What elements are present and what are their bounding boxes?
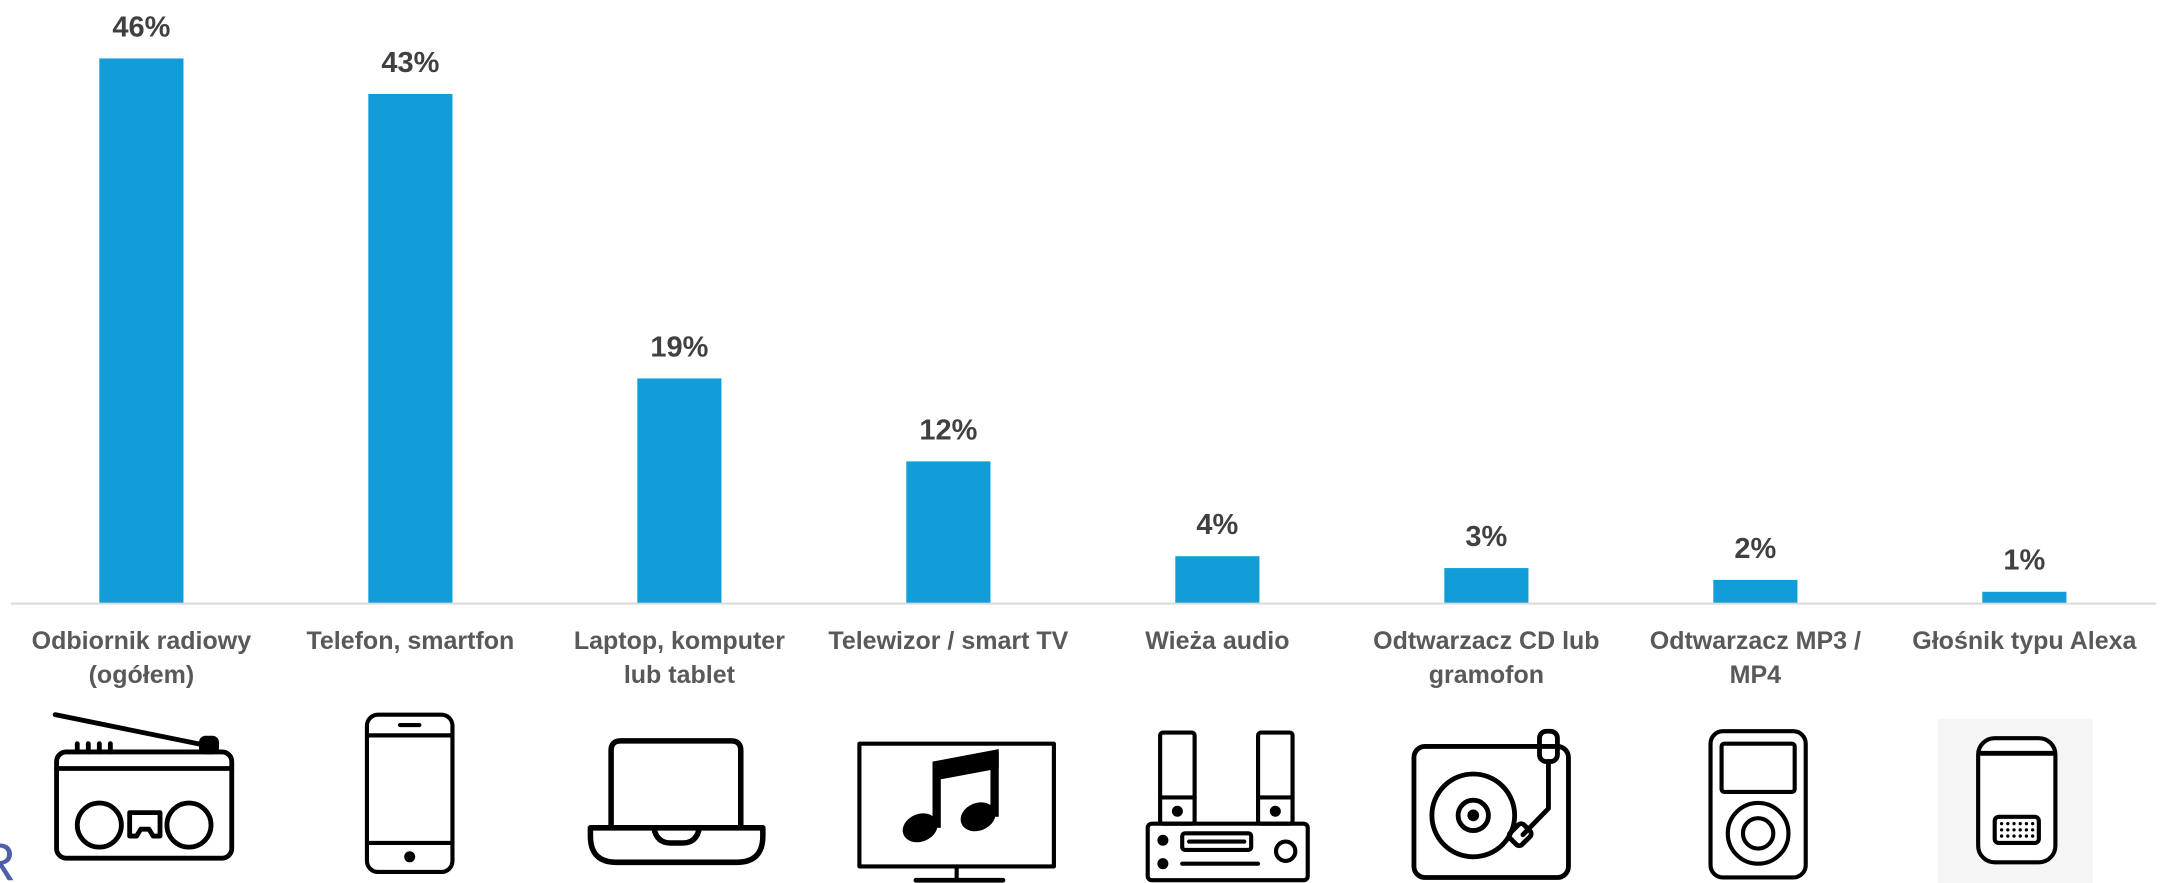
category-icons [52, 712, 2093, 883]
logo-fragment: R [0, 834, 16, 883]
bar [99, 58, 184, 604]
bar [1982, 591, 2067, 604]
value-label: 19% [650, 331, 708, 363]
value-label: 12% [919, 414, 977, 446]
value-label: 3% [1465, 521, 1507, 553]
bar [1444, 568, 1529, 604]
bar [906, 461, 991, 604]
value-label: 1% [2003, 545, 2045, 577]
category-label: Laptop, komputer lub tablet [573, 627, 785, 689]
value-label: 4% [1196, 509, 1238, 541]
bar [1175, 556, 1260, 604]
mp3-player-icon [1708, 729, 1808, 880]
category-label: Odtwarzacz CD lub gramofon [1373, 627, 1600, 689]
value-label: 43% [381, 47, 439, 79]
category-label: Telewizor / smart TV [828, 627, 1069, 655]
bar [637, 378, 722, 604]
category-label: Odtwarzacz MP3 / MP4 [1649, 627, 1861, 689]
bar [1713, 579, 1798, 604]
laptop-icon [587, 738, 766, 866]
stereo-icon [1145, 730, 1310, 883]
smart-speaker-icon [1976, 736, 2058, 865]
turntable-icon [1411, 728, 1571, 880]
tv-music-icon [857, 741, 1056, 883]
smartphone-icon [364, 712, 455, 875]
category-label: Wieża audio [1145, 627, 1290, 655]
category-label: Głośnik typu Alexa [1912, 627, 2137, 655]
radio-icon [52, 712, 235, 861]
category-label: Odbiornik radiowy (ogółem) [31, 627, 252, 689]
value-labels-group: 46% 43% 19% 12% 4% 3% 2% 1% [112, 11, 2045, 576]
bars-group [99, 58, 2067, 604]
value-label: 46% [112, 11, 170, 43]
bar [368, 93, 453, 604]
value-label: 2% [1734, 533, 1776, 565]
category-label: Telefon, smartfon [306, 627, 515, 655]
